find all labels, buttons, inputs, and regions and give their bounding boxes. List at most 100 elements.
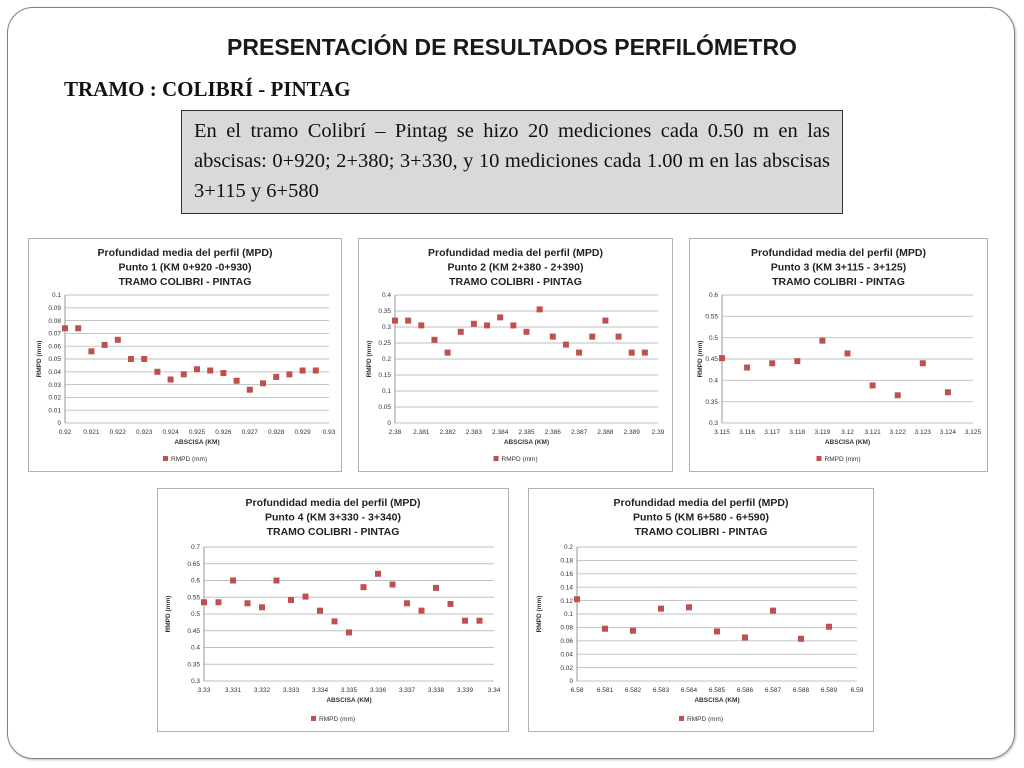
x-tick-label: 2.388 xyxy=(597,429,614,436)
chart-title-line: TRAMO COLIBRI - PINTAG xyxy=(267,526,400,538)
y-tick-label: 0.09 xyxy=(48,305,61,312)
data-point xyxy=(88,348,95,355)
data-point xyxy=(844,350,851,357)
x-tick-label: 2.383 xyxy=(466,429,483,436)
y-tick-label: 0.2 xyxy=(382,356,391,363)
y-tick-label: 0.35 xyxy=(187,661,200,668)
y-tick-label: 0.6 xyxy=(191,578,200,585)
data-point xyxy=(944,389,951,396)
data-point xyxy=(244,600,251,607)
data-point xyxy=(259,604,265,611)
data-point xyxy=(233,377,240,384)
y-tick-label: 0.04 xyxy=(48,369,61,376)
legend-label: RMPD (mm) xyxy=(825,456,861,463)
data-point xyxy=(444,349,451,356)
data-point xyxy=(312,367,319,374)
x-tick-label: 0.929 xyxy=(294,429,311,436)
data-point xyxy=(510,322,517,329)
data-point xyxy=(630,627,636,634)
chart-punto-2: Profundidad media del perfil (MPD) Punto … xyxy=(358,238,673,472)
y-tick-label: 0.25 xyxy=(378,340,391,347)
data-point xyxy=(141,356,148,362)
data-point xyxy=(286,371,293,378)
x-tick-label: 3.118 xyxy=(789,429,805,436)
x-tick-label: 6.58 xyxy=(571,687,584,694)
data-point xyxy=(433,584,439,591)
slide-frame xyxy=(7,7,1015,759)
chart-title-line: Punto 4 (KM 3+330 - 3+340) xyxy=(265,512,401,524)
chart-punto-3: Profundidad media del perfil (MPD) Punto … xyxy=(689,238,988,472)
y-tick-label: 0.05 xyxy=(48,356,61,363)
y-tick-label: 0.03 xyxy=(48,382,61,389)
x-tick-label: 0.928 xyxy=(268,429,285,436)
x-tick-label: 2.385 xyxy=(518,429,535,436)
y-tick-label: 0.7 xyxy=(191,544,200,551)
y-tick-label: 0.45 xyxy=(187,628,200,635)
chart-svg: Profundidad media del perfil (MPD) Punto … xyxy=(697,247,982,463)
data-point xyxy=(299,367,306,374)
data-point xyxy=(497,314,504,321)
y-tick-label: 0.4 xyxy=(709,378,718,385)
chart-title-line: Punto 2 (KM 2+380 - 2+390) xyxy=(448,262,584,274)
data-point xyxy=(742,634,748,641)
data-point xyxy=(201,599,207,606)
chart-title-line: Profundidad media del perfil (MPD) xyxy=(428,247,603,259)
data-point xyxy=(658,605,664,612)
x-tick-label: 6.584 xyxy=(681,687,698,694)
y-tick-label: 0.65 xyxy=(187,561,200,568)
legend-marker xyxy=(816,456,822,461)
y-tick-label: 0.6 xyxy=(709,292,718,299)
y-tick-label: 0.2 xyxy=(564,544,573,551)
y-tick-label: 0.4 xyxy=(191,645,200,652)
x-tick-label: 6.582 xyxy=(625,687,642,694)
data-point xyxy=(794,358,801,365)
data-point xyxy=(230,577,236,584)
data-point xyxy=(317,607,323,614)
y-tick-label: 0.3 xyxy=(191,678,200,685)
x-tick-label: 2.381 xyxy=(413,429,430,436)
y-tick-label: 0.16 xyxy=(560,571,573,578)
y-tick-label: 0.01 xyxy=(48,407,61,414)
x-tick-label: 3.339 xyxy=(457,687,474,694)
y-tick-label: 0.3 xyxy=(709,420,718,427)
data-point xyxy=(602,625,608,632)
data-point xyxy=(826,623,832,630)
y-tick-label: 0.1 xyxy=(564,611,573,618)
data-point xyxy=(215,599,222,606)
x-tick-label: 3.116 xyxy=(739,429,755,436)
y-tick-label: 0.18 xyxy=(560,558,573,565)
chart-punto-4: Profundidad media del perfil (MPD) Punto … xyxy=(157,488,509,732)
y-tick-label: 0 xyxy=(387,420,391,427)
data-point xyxy=(62,325,68,332)
y-tick-label: 0.35 xyxy=(378,308,391,315)
y-tick-label: 0.15 xyxy=(378,372,391,379)
chart-title-line: TRAMO COLIBRI - PINTAG xyxy=(119,276,252,288)
x-tick-label: 3.338 xyxy=(428,687,445,694)
data-point xyxy=(549,333,556,340)
x-tick-label: 2.384 xyxy=(492,429,509,436)
data-point xyxy=(167,376,174,383)
x-tick-label: 3.336 xyxy=(370,687,387,694)
x-tick-label: 2.382 xyxy=(439,429,456,436)
description-text: En el tramo Colibrí – Pintag se hizo 20 … xyxy=(194,120,830,202)
y-tick-label: 0.35 xyxy=(705,399,718,406)
data-point xyxy=(628,349,635,356)
y-tick-label: 0.1 xyxy=(382,388,391,395)
chart-title-line: Profundidad media del perfil (MPD) xyxy=(751,247,926,259)
data-point xyxy=(220,370,227,377)
x-tick-label: 2.387 xyxy=(571,429,588,436)
y-tick-label: 0.06 xyxy=(48,343,61,350)
x-tick-label: 2.39 xyxy=(652,429,665,436)
y-tick-label: 0.05 xyxy=(378,404,391,411)
data-point xyxy=(714,628,720,635)
y-tick-label: 0.08 xyxy=(560,625,573,632)
y-tick-label: 0.45 xyxy=(705,356,718,363)
data-point xyxy=(462,617,468,624)
x-tick-label: 3.337 xyxy=(399,687,416,694)
x-tick-label: 3.34 xyxy=(488,687,501,694)
legend-label: RMPD (mm) xyxy=(502,456,538,463)
x-tick-label: 2.386 xyxy=(545,429,562,436)
data-point xyxy=(273,577,280,584)
data-point xyxy=(331,618,338,625)
chart-title-line: Profundidad media del perfil (MPD) xyxy=(245,497,420,509)
